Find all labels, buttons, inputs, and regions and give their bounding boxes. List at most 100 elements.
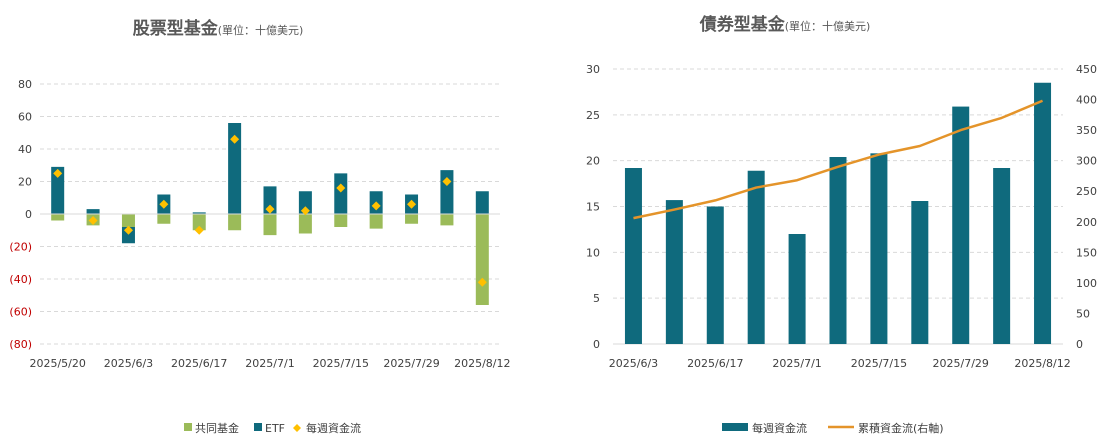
y-tick-label: 60: [18, 111, 32, 124]
y-tick-label: 40: [18, 143, 32, 156]
weekly-flow-bar: [993, 168, 1011, 344]
etf-bar: [475, 191, 489, 214]
weekly-flow-marker: [336, 183, 346, 193]
legend-label-weekly-flow: 每週資金流: [752, 421, 807, 435]
y2-tick-label: 50: [1076, 307, 1090, 320]
weekly-flow-bar: [870, 153, 888, 344]
weekly-flow-marker: [88, 216, 98, 225]
y-tick-label: (80): [9, 338, 32, 351]
etf-bar: [192, 212, 206, 214]
mutual-fund-bar: [121, 214, 135, 227]
weekly-flow-marker: [159, 199, 169, 209]
x-tick-label: 2025/6/3: [104, 357, 153, 370]
x-tick-label: 2025/6/3: [609, 357, 658, 370]
legend-swatch-weekly-flow: [722, 423, 748, 431]
y-tick-label: 25: [586, 109, 600, 122]
legend-label-etf: ETF: [265, 422, 285, 435]
weekly-flow-bar: [911, 201, 929, 344]
y2-tick-label: 250: [1076, 185, 1097, 198]
y-tick-label: (40): [9, 273, 32, 286]
weekly-flow-bar: [624, 168, 642, 344]
legend-swatch-weekly-flow: [293, 424, 301, 432]
x-tick-label: 2025/5/20: [29, 357, 85, 370]
y2-tick-label: 450: [1076, 63, 1097, 76]
weekly-flow-marker: [300, 206, 310, 216]
chart-title-unit: (單位：十億美元): [218, 23, 304, 37]
y-tick-label: 30: [586, 63, 600, 76]
y-tick-label: 80: [18, 78, 32, 91]
x-tick-label: 2025/7/1: [245, 357, 294, 370]
weekly-flow-marker: [407, 199, 417, 209]
etf-bar: [263, 186, 277, 214]
chart-title-unit: (單位：十億美元): [785, 19, 871, 33]
weekly-flow-bar: [665, 200, 683, 344]
mutual-fund-bar: [334, 214, 348, 227]
weekly-flow-bar: [829, 157, 847, 344]
weekly-flow-marker: [442, 177, 452, 186]
y-tick-label: 20: [586, 155, 600, 168]
y-tick-label: 5: [593, 292, 600, 305]
weekly-flow-bar: [706, 206, 724, 344]
mutual-fund-bar: [192, 214, 206, 231]
y2-tick-label: 100: [1076, 277, 1097, 290]
weekly-flow-bar: [952, 106, 970, 344]
legend-swatch-etf: [254, 423, 262, 431]
x-tick-label: 2025/7/29: [933, 357, 989, 370]
legend-label-weekly-flow: 每週資金流: [306, 421, 361, 435]
etf-bar: [86, 209, 100, 214]
x-tick-label: 2025/7/15: [851, 357, 907, 370]
weekly-flow-bar: [788, 234, 806, 344]
chart-title: 股票型基金(單位：十億美元): [133, 18, 304, 39]
weekly-flow-marker: [477, 277, 487, 287]
y2-tick-label: 400: [1076, 94, 1097, 107]
mutual-fund-bar: [369, 214, 383, 229]
weekly-flow-marker: [53, 168, 63, 178]
y2-tick-label: 150: [1076, 246, 1097, 259]
y2-tick-label: 300: [1076, 155, 1097, 168]
chart-title: 債券型基金(單位：十億美元): [699, 14, 871, 35]
y2-tick-label: 200: [1076, 216, 1097, 229]
x-tick-label: 2025/6/17: [171, 357, 227, 370]
weekly-flow-bar: [747, 170, 765, 344]
equity-fund-chart: 股票型基金(單位：十億美元) 80 60 40 20 0 (20) (40) (60) (80) 2…: [9, 18, 510, 435]
x-tick-label: 2025/6/17: [687, 357, 743, 370]
x-tick-label: 2025/8/12: [1014, 357, 1070, 370]
weekly-flow-marker: [194, 225, 204, 235]
y2-tick-label: 350: [1076, 124, 1097, 137]
y-tick-label: 20: [18, 176, 32, 189]
weekly-flow-marker: [230, 134, 240, 144]
x-tick-label: 2025/8/12: [454, 357, 510, 370]
x-tick-label: 2025/7/15: [313, 357, 369, 370]
legend-label-mutual-fund: 共同基金: [195, 421, 239, 435]
mutual-fund-bar: [298, 214, 312, 234]
weekly-flow-marker: [123, 225, 133, 235]
weekly-flow-marker: [265, 204, 275, 214]
weekly-flow-bar: [1034, 82, 1052, 344]
mutual-fund-bar: [157, 214, 171, 224]
y-tick-label: 10: [586, 246, 600, 259]
y-tick-label: 0: [593, 338, 600, 351]
weekly-flow-marker: [371, 201, 381, 211]
legend-label-cumulative-flow: 累積資金流(右軸): [858, 421, 944, 435]
x-tick-label: 2025/7/29: [383, 357, 439, 370]
y2-tick-label: 0: [1076, 338, 1083, 351]
etf-bar: [298, 191, 312, 214]
mutual-fund-bar: [405, 214, 419, 224]
legend-swatch-mutual-fund: [184, 423, 192, 431]
etf-bar: [334, 173, 348, 214]
mutual-fund-bar: [51, 214, 65, 221]
y-tick-label: 0: [25, 208, 32, 221]
cumulative-flow-line: [633, 99, 1044, 220]
chart-title-main: 債券型基金: [699, 14, 786, 35]
etf-bar: [228, 123, 242, 214]
mutual-fund-bar: [263, 214, 277, 236]
y-tick-label: (60): [9, 306, 32, 319]
y-tick-label: (20): [9, 241, 32, 254]
x-tick-label: 2025/7/1: [772, 357, 821, 370]
mutual-fund-bar: [440, 214, 454, 226]
y-tick-label: 15: [586, 201, 600, 214]
mutual-fund-bar: [228, 214, 242, 231]
chart-title-main: 股票型基金: [133, 18, 219, 39]
